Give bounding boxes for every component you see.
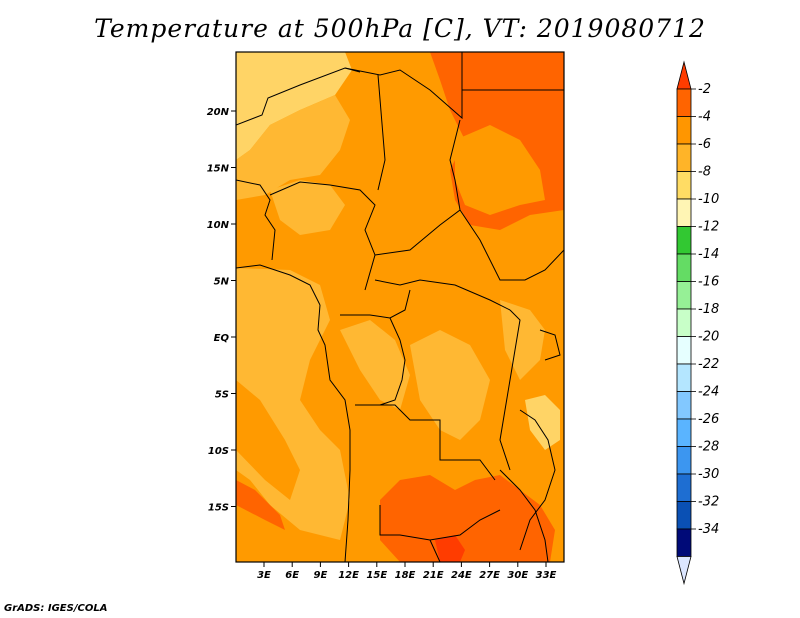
field-darkest-south (435, 535, 465, 562)
colorbar-label: -14 (698, 247, 719, 262)
colorbar-label: -12 (698, 220, 719, 235)
temperature-field (236, 52, 564, 562)
colorbar-swatch (676, 308, 692, 337)
colorbar-swatch (676, 253, 692, 282)
lat-tick-label: 20N (207, 107, 230, 118)
lon-tick-label: 3E (257, 570, 271, 581)
colorbar-label: -18 (698, 302, 719, 317)
border-9 (374, 279, 511, 311)
field-dark-sw (236, 480, 285, 530)
field-dark-south (380, 475, 555, 562)
border-13 (499, 469, 549, 562)
country-borders (236, 52, 564, 562)
colorbar-swatch (676, 501, 692, 530)
field-mid-ne-patch (455, 125, 545, 215)
colorbar-label: -8 (698, 165, 711, 180)
field-mid-sw (236, 380, 300, 500)
map-frame (235, 51, 565, 563)
lat-tick-label: 5N (214, 277, 230, 288)
colorbar-swatch (676, 391, 692, 420)
colorbar-swatch (676, 171, 692, 200)
colorbar-label: -30 (698, 467, 719, 482)
field-light-nw (236, 95, 350, 200)
lat-tick-label: 10S (208, 446, 229, 457)
colorbar-swatch (676, 88, 692, 117)
lon-tick-label: 33E (536, 570, 557, 581)
colorbar-label: -32 (698, 495, 719, 510)
lon-tick-label: 9E (314, 570, 328, 581)
border-5 (236, 179, 276, 261)
lon-tick-label: 6E (285, 570, 299, 581)
lat-tick-label: 10N (207, 220, 230, 231)
lon-tick-label: 27E (479, 570, 500, 581)
lon-tick-label: 12E (338, 570, 359, 581)
colorbar-swatch (676, 226, 692, 255)
grads-credit: GrADS: IGES/COLA (4, 603, 108, 614)
map-title: Temperature at 500hPa [C], VT: 201908071… (94, 14, 706, 43)
border-4 (377, 74, 386, 191)
border-11 (539, 329, 561, 361)
colorbar-label: -28 (698, 440, 719, 455)
colorbar-label: -22 (698, 357, 719, 372)
border-6 (269, 181, 376, 291)
field-light-congo (340, 320, 410, 410)
lon-tick-label: 15E (366, 570, 387, 581)
colorbar-swatch (676, 363, 692, 392)
colorbar-swatch (676, 418, 692, 447)
colorbar-label: -20 (698, 330, 719, 345)
colorbar-swatch (676, 198, 692, 227)
field-pale-east (525, 395, 560, 450)
colorbar-swatch (676, 116, 692, 145)
colorbar-swatch (676, 336, 692, 365)
colorbar-top-arrow (676, 60, 692, 90)
lat-tick-label: 15S (208, 503, 229, 514)
colorbar-label: -2 (698, 82, 711, 97)
field-pale-nw (236, 52, 352, 160)
colorbar-swatch (676, 143, 692, 172)
coast-west-africa (317, 304, 351, 562)
lon-tick-label: 21E (423, 570, 444, 581)
latitude-ticks: 20N 15N 10N 5N EQ 5S 10S 15S (207, 107, 236, 514)
border-2 (344, 52, 463, 120)
colorbar-swatch (676, 528, 692, 557)
field-light-drc (410, 330, 490, 440)
colorbar-label: -16 (698, 275, 719, 290)
colorbar-label: -4 (698, 110, 711, 125)
colorbar-swatch (676, 473, 692, 502)
colorbar-label: -26 (698, 412, 719, 427)
border-lakes (499, 309, 521, 471)
coast-gulf (236, 264, 321, 306)
border-12 (519, 409, 556, 551)
colorbar-swatch (676, 446, 692, 475)
border-8 (459, 209, 564, 281)
colorbar-swatch (676, 281, 692, 310)
colorbar-label: -10 (698, 192, 719, 207)
lon-tick-label: 30E (507, 570, 528, 581)
field-light-nigeria (270, 180, 345, 235)
colorbar: -2 -4 -6 -8 -10 -12 -14 -16 -18 -20 -22 -24 -26 -28 -3… (676, 60, 719, 586)
border-angola (355, 404, 496, 481)
lat-tick-label: 15N (207, 164, 230, 175)
colorbar-label: -34 (698, 522, 719, 537)
lon-tick-label: 24E (451, 570, 472, 581)
colorbar-label: -24 (698, 385, 719, 400)
field-light-east (500, 300, 545, 380)
colorbar-bottom-arrow (676, 556, 692, 586)
lat-tick-label: 5S (215, 390, 229, 401)
border-14 (429, 539, 441, 562)
longitude-ticks: 3E 6E 9E 12E 15E 18E 21E 24E 27E 30E 33E (257, 562, 557, 581)
colorbar-label: -6 (698, 137, 711, 152)
lat-tick-label: EQ (214, 333, 230, 344)
lon-tick-label: 18E (395, 570, 416, 581)
